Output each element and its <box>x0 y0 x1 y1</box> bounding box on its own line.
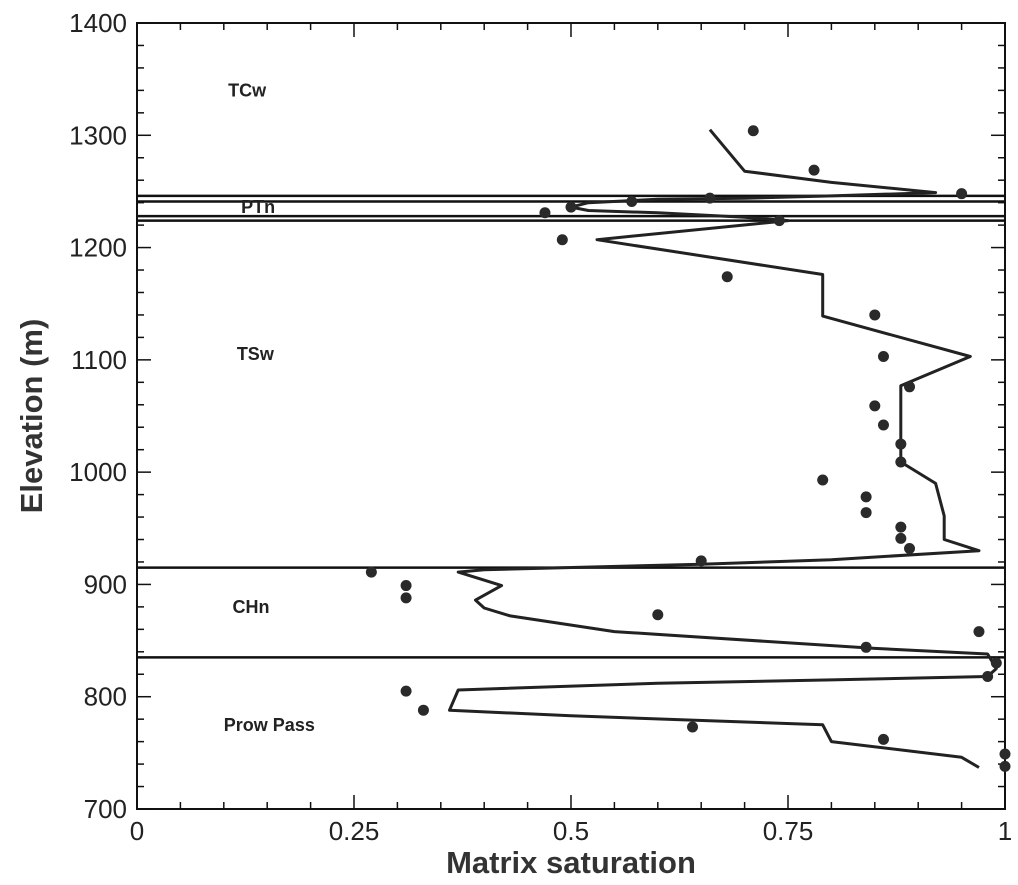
y-tick-label: 900 <box>84 569 127 599</box>
observed-point <box>400 685 412 697</box>
observed-point <box>973 626 985 638</box>
observed-point <box>695 555 707 567</box>
observed-point <box>556 234 568 246</box>
observed-point <box>895 532 907 544</box>
observed-point <box>869 400 881 412</box>
observed-point <box>990 657 1002 669</box>
observed-point <box>999 760 1011 772</box>
observed-point <box>869 309 881 321</box>
observed-point <box>877 733 889 745</box>
model-saturation-line <box>448 128 998 769</box>
unit-label: Prow Pass <box>224 715 315 735</box>
tick-labels: 700 800 900 1000 1100 1200 1300 1400 0 0.25 0.5 0.7… <box>69 8 1012 846</box>
x-tick-label: 1 <box>998 816 1012 846</box>
observed-point <box>808 164 820 176</box>
observed-point <box>877 350 889 362</box>
y-tick-label: 1000 <box>69 457 127 487</box>
observed-point <box>877 419 889 431</box>
y-tick-label: 1200 <box>69 233 127 263</box>
observed-point <box>817 474 829 486</box>
axis-ticks <box>136 22 1006 810</box>
observed-point <box>895 456 907 468</box>
observed-point <box>400 580 412 592</box>
x-axis-title: Matrix saturation <box>446 845 696 880</box>
x-tick-label: 0.25 <box>329 816 380 846</box>
observed-point <box>365 566 377 578</box>
x-tick-label: 0.75 <box>763 816 814 846</box>
y-tick-label: 1300 <box>69 120 127 150</box>
observed-point <box>860 641 872 653</box>
x-tick-label: 0.5 <box>553 816 589 846</box>
observed-point <box>956 188 968 200</box>
observed-point <box>417 704 429 716</box>
y-tick-label: 800 <box>84 682 127 712</box>
plot-area <box>136 22 1006 810</box>
observed-point <box>982 671 994 683</box>
observed-point <box>773 215 785 227</box>
observed-point <box>721 271 733 283</box>
y-tick-label: 700 <box>84 794 127 824</box>
observed-point <box>895 521 907 533</box>
observed-point <box>704 192 716 204</box>
unit-labels: TCw PTn TSw CHn Prow Pass <box>224 80 315 734</box>
observed-point <box>565 201 577 213</box>
y-axis-title: Elevation (m) <box>14 319 49 514</box>
observed-point <box>400 592 412 604</box>
observed-points-series <box>365 125 1011 772</box>
observed-point <box>904 542 916 554</box>
observed-point <box>652 609 664 621</box>
observed-point <box>860 507 872 519</box>
observed-point <box>687 721 699 733</box>
y-tick-label: 1400 <box>69 8 127 38</box>
y-tick-label: 1100 <box>71 345 127 375</box>
model-line-series <box>448 128 998 769</box>
observed-point <box>626 196 638 208</box>
unit-label: TCw <box>228 80 267 100</box>
observed-point <box>539 207 551 219</box>
observed-point <box>904 381 916 393</box>
observed-point <box>895 438 907 450</box>
x-tick-label: 0 <box>130 816 144 846</box>
unit-label: TSw <box>237 344 275 364</box>
unit-label: PTn <box>241 197 275 217</box>
observed-point <box>747 125 759 137</box>
unit-label: CHn <box>232 597 269 617</box>
observed-point <box>999 748 1011 760</box>
observed-point <box>860 491 872 503</box>
